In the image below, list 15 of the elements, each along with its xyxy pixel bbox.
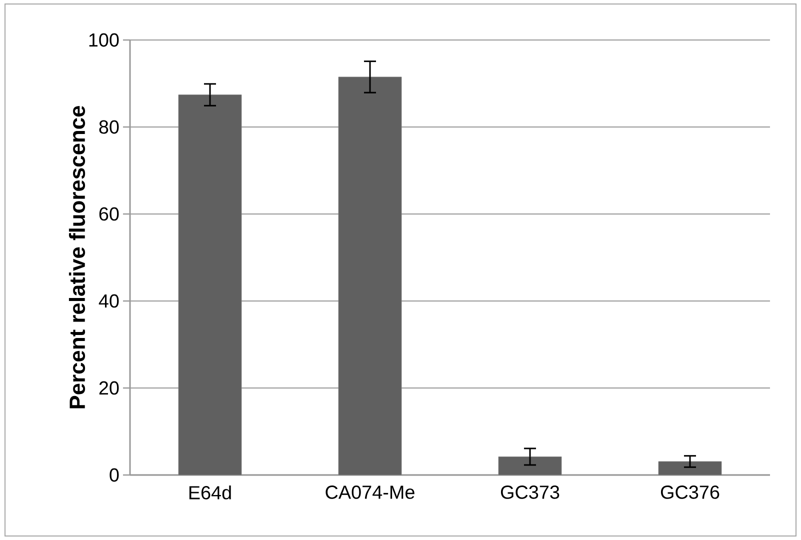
bar bbox=[498, 456, 562, 476]
x-tick-label: E64d bbox=[189, 486, 231, 500]
y-axis-title: Percent relative fluorescence bbox=[68, 106, 86, 408]
y-tick-label: 80 bbox=[99, 120, 119, 134]
x-tick-label: CA074-Me bbox=[326, 486, 414, 499]
x-tick-label: GC376 bbox=[660, 486, 720, 499]
bar bbox=[338, 76, 402, 476]
bar bbox=[178, 94, 242, 476]
y-tick-label: 60 bbox=[99, 207, 119, 221]
y-tick-label: 20 bbox=[99, 381, 119, 395]
y-tick-label: 100 bbox=[89, 33, 119, 47]
y-tick-label: 0 bbox=[110, 468, 119, 482]
bar bbox=[658, 461, 722, 476]
x-tick-label: GC373 bbox=[500, 486, 560, 499]
y-tick-label: 40 bbox=[98, 294, 119, 308]
